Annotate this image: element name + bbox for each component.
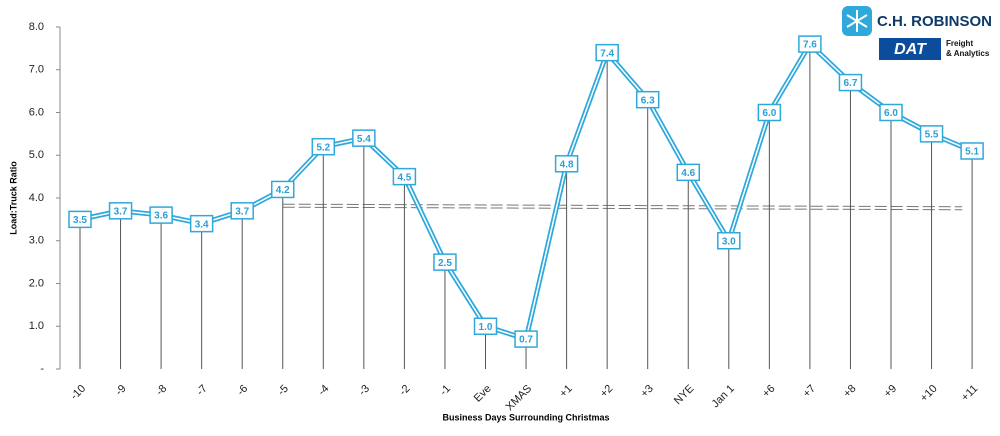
value-label-box bbox=[149, 206, 173, 224]
x-tick-label: -3 bbox=[357, 383, 372, 398]
y-tick-label: 2.0 bbox=[29, 277, 44, 289]
value-label-box bbox=[717, 232, 741, 250]
value-label: 0.7 bbox=[519, 335, 533, 346]
average-line bbox=[282, 203, 963, 208]
value-label: 5.4 bbox=[357, 134, 371, 145]
value-label: 4.2 bbox=[276, 185, 290, 196]
value-label-box bbox=[554, 155, 579, 173]
value-label-box bbox=[189, 214, 214, 233]
x-tick-label: -5 bbox=[276, 383, 291, 398]
value-label-box bbox=[271, 180, 295, 199]
value-label: 3.4 bbox=[195, 219, 209, 230]
x-tick-label: Jan 1 bbox=[709, 383, 737, 411]
value-label: 3.7 bbox=[235, 206, 249, 217]
value-label-box bbox=[108, 202, 133, 220]
value-label-box bbox=[392, 167, 417, 186]
x-tick-label: -8 bbox=[154, 383, 169, 398]
logo-line1: Freight bbox=[946, 39, 973, 48]
value-label: 3.5 bbox=[73, 215, 87, 226]
value-label-box bbox=[473, 317, 498, 335]
y-tick-label: - bbox=[40, 363, 44, 375]
y-tick-label: 4.0 bbox=[29, 192, 44, 204]
logo-brand-box bbox=[879, 38, 941, 60]
logo: C.H. ROBINSON DAT Freight & Analytics bbox=[842, 6, 992, 60]
value-label: 4.6 bbox=[681, 168, 695, 179]
value-label: 7.4 bbox=[600, 48, 614, 59]
value-label-box bbox=[352, 129, 376, 147]
x-tick-label: +2 bbox=[598, 383, 615, 400]
value-label: 6.0 bbox=[884, 108, 898, 119]
value-label-box bbox=[960, 142, 984, 160]
value-label: 1.0 bbox=[479, 322, 493, 333]
value-label-box bbox=[230, 202, 254, 220]
value-label: 2.5 bbox=[438, 258, 452, 269]
x-tick-label: -10 bbox=[68, 383, 88, 403]
value-label: 4.5 bbox=[397, 172, 411, 183]
logo-brand: DAT bbox=[894, 41, 927, 58]
x-tick-label: -2 bbox=[397, 383, 412, 398]
x-tick-label: +7 bbox=[801, 383, 818, 400]
value-label: 3.7 bbox=[114, 206, 128, 217]
value-label-box bbox=[879, 103, 903, 122]
x-tick-label: Eve bbox=[472, 383, 494, 405]
x-tick-label: -9 bbox=[113, 383, 128, 398]
y-tick-label: 6.0 bbox=[29, 106, 44, 118]
value-label-box bbox=[919, 125, 944, 143]
value-label: 6.3 bbox=[641, 95, 655, 106]
x-tick-label: -1 bbox=[438, 383, 453, 398]
value-label-box bbox=[676, 163, 700, 182]
y-axis-title: Load:Truck Ratio bbox=[8, 161, 18, 235]
value-label-box bbox=[798, 35, 822, 53]
y-tick-label: 7.0 bbox=[29, 64, 44, 76]
y-tick-label: 5.0 bbox=[29, 149, 44, 161]
x-tick-label: +8 bbox=[841, 383, 858, 400]
value-label: 4.8 bbox=[560, 159, 574, 170]
value-label: 6.0 bbox=[762, 108, 776, 119]
value-label-box bbox=[433, 253, 457, 271]
x-tick-label: +3 bbox=[639, 383, 656, 400]
value-label-box bbox=[311, 137, 336, 156]
value-label-box bbox=[838, 73, 863, 92]
value-label-box bbox=[514, 330, 538, 348]
x-tick-label: XMAS bbox=[504, 383, 535, 414]
x-tick-label: +11 bbox=[959, 383, 980, 404]
y-tick-label: 1.0 bbox=[29, 320, 44, 332]
value-label: 7.6 bbox=[803, 40, 817, 51]
logo-line2: & Analytics bbox=[946, 49, 990, 58]
series-line-inner bbox=[79, 43, 973, 340]
series-line-outer bbox=[79, 41, 974, 342]
x-tick-label: -6 bbox=[235, 383, 250, 398]
x-tick-label: NYE bbox=[672, 383, 696, 407]
value-label: 5.5 bbox=[925, 130, 939, 141]
y-tick-label: 8.0 bbox=[29, 21, 44, 33]
x-tick-label: -4 bbox=[316, 383, 331, 398]
x-tick-label: +9 bbox=[882, 383, 899, 400]
value-label: 5.2 bbox=[316, 142, 330, 153]
logo-company: C.H. ROBINSON bbox=[877, 13, 992, 30]
x-axis-title: Business Days Surrounding Christmas bbox=[442, 412, 609, 422]
value-label-box bbox=[757, 103, 782, 122]
logo-icon-mark bbox=[846, 10, 868, 32]
value-label: 3.6 bbox=[154, 211, 168, 222]
value-label: 6.7 bbox=[843, 78, 857, 89]
value-label-box bbox=[635, 90, 660, 109]
average-line bbox=[282, 206, 963, 211]
x-tick-label: +10 bbox=[918, 383, 940, 405]
y-tick-label: 3.0 bbox=[29, 235, 44, 247]
x-tick-label: +1 bbox=[557, 383, 574, 400]
value-label: 3.0 bbox=[722, 236, 736, 247]
value-label-box bbox=[595, 43, 619, 62]
x-tick-label: -7 bbox=[194, 383, 209, 398]
value-label-box bbox=[68, 210, 92, 229]
value-label: 5.1 bbox=[965, 147, 979, 158]
x-tick-label: +6 bbox=[760, 383, 777, 400]
